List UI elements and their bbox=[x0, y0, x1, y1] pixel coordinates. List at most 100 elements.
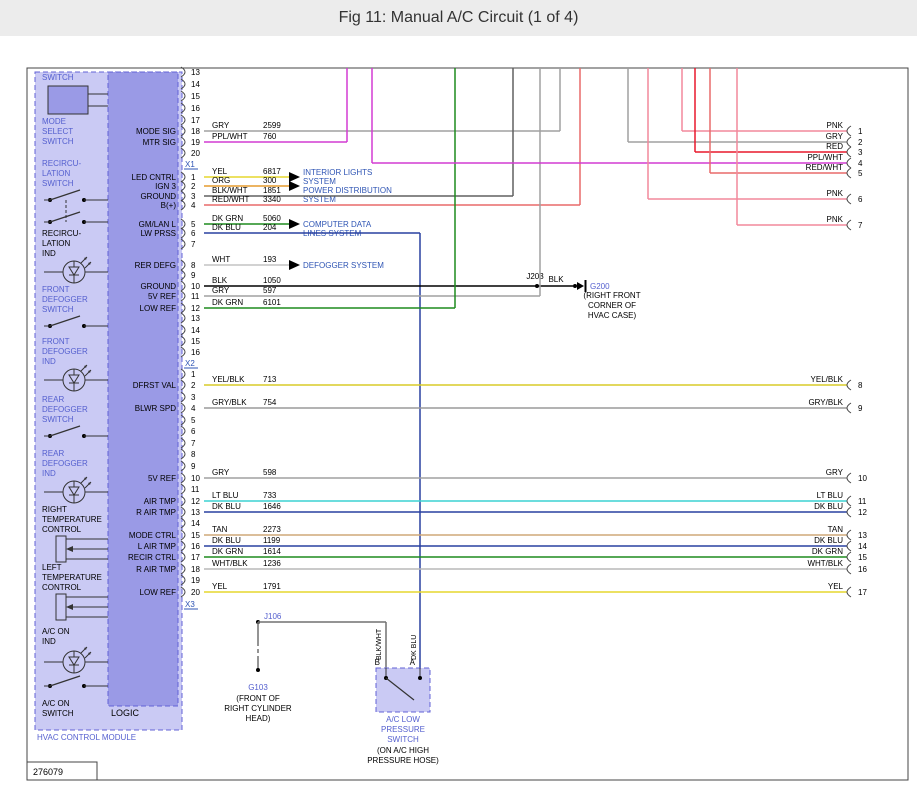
pin-connector-icon bbox=[180, 125, 186, 137]
pin-number: 7 bbox=[191, 439, 196, 448]
pin-number: 12 bbox=[191, 497, 200, 506]
right-wire-label: TAN bbox=[828, 525, 844, 534]
module-pin-label: GROUND bbox=[140, 282, 176, 291]
pin-number: 19 bbox=[191, 138, 200, 147]
right-pin-number: 8 bbox=[858, 381, 863, 390]
pin-connector-icon bbox=[180, 136, 186, 148]
module-pin-label: RECIR CTRL bbox=[128, 553, 177, 562]
component-label: DEFOGGER bbox=[42, 459, 88, 468]
figure-title-bar: Fig 11: Manual A/C Circuit (1 of 4) bbox=[0, 0, 917, 36]
figure-title: Fig 11: Manual A/C Circuit (1 of 4) bbox=[338, 9, 579, 26]
pin-connector-icon bbox=[180, 368, 186, 380]
pin-number: 15 bbox=[191, 92, 200, 101]
component-label: RECIRCU- bbox=[42, 159, 81, 168]
component-label: TEMPERATURE bbox=[42, 515, 102, 524]
pin-connector-icon bbox=[846, 495, 852, 507]
pin-connector-icon bbox=[846, 563, 852, 575]
wire-circuit-number: 1199 bbox=[263, 536, 281, 545]
right-pin-number: 1 bbox=[858, 127, 863, 136]
pressure-switch-name: SWITCH bbox=[387, 735, 419, 744]
pin-connector-icon bbox=[180, 551, 186, 563]
wire-circuit-number: 5060 bbox=[263, 214, 281, 223]
system-reference-label: SYSTEM bbox=[303, 177, 336, 186]
ground-symbol-icon bbox=[577, 282, 584, 290]
pressure-switch-name: A/C LOW bbox=[386, 715, 420, 724]
pin-connector-icon bbox=[180, 540, 186, 552]
wire-circuit-number: 2273 bbox=[263, 525, 281, 534]
right-pin-number: 16 bbox=[858, 565, 867, 574]
right-wire-label: DK GRN bbox=[812, 547, 843, 556]
component-label: LATION bbox=[42, 169, 71, 178]
pin-connector-icon bbox=[180, 238, 186, 250]
logic-label: LOGIC bbox=[111, 708, 140, 718]
wire-color-label: BLK bbox=[548, 275, 564, 284]
component-label: LEFT bbox=[42, 563, 62, 572]
pin-number: 14 bbox=[191, 326, 200, 335]
system-reference-label: INTERIOR LIGHTS bbox=[303, 168, 372, 177]
module-pin-label: BLWR SPD bbox=[135, 404, 176, 413]
pin-number: 18 bbox=[191, 127, 200, 136]
pin-connector-icon bbox=[180, 102, 186, 114]
right-wire-label: DK BLU bbox=[814, 536, 843, 545]
wire-circuit-number: 1791 bbox=[263, 582, 281, 591]
module-pin-label: LW PRSS bbox=[141, 229, 176, 238]
switch-pin-letter: A bbox=[410, 658, 416, 667]
pin-connector-icon bbox=[846, 551, 852, 563]
pin-connector-icon bbox=[180, 218, 186, 230]
component-label: DEFOGGER bbox=[42, 295, 88, 304]
module-pin-label: 5V REF bbox=[148, 474, 176, 483]
module-pin-label: DFRST VAL bbox=[133, 381, 177, 390]
pin-number: 19 bbox=[191, 576, 200, 585]
switch-blade bbox=[49, 189, 81, 201]
pin-number: 3 bbox=[191, 393, 196, 402]
wire-color-label: YEL bbox=[212, 167, 228, 176]
component-label: FRONT bbox=[42, 337, 70, 346]
module-pin-label: MODE SIG bbox=[136, 127, 176, 136]
pin-connector-icon bbox=[180, 280, 186, 292]
junction-dot bbox=[573, 284, 577, 288]
pin-number: 8 bbox=[191, 261, 196, 270]
module-name: HVAC CONTROL MODULE bbox=[37, 733, 136, 742]
pin-number: 14 bbox=[191, 519, 200, 528]
junction-label: J106 bbox=[264, 612, 282, 621]
system-reference-label: COMPUTER DATA bbox=[303, 220, 372, 229]
pin-number: 8 bbox=[191, 450, 196, 459]
pin-connector-icon bbox=[180, 586, 186, 598]
right-pin-number: 3 bbox=[858, 148, 863, 157]
component-label: CONTROL bbox=[42, 583, 82, 592]
pressure-switch-name: PRESSURE bbox=[381, 725, 425, 734]
pin-connector-icon bbox=[180, 147, 186, 159]
ground-location: (FRONT OF bbox=[236, 694, 280, 703]
component-label: SWITCH bbox=[42, 305, 74, 314]
system-arrow-icon bbox=[289, 172, 300, 182]
wire-color-label: BLK/WHT bbox=[376, 628, 383, 660]
pin-connector-icon bbox=[846, 402, 852, 414]
wire-circuit-number: 760 bbox=[263, 132, 277, 141]
right-pin-number: 15 bbox=[858, 553, 867, 562]
pin-connector-icon bbox=[846, 193, 852, 205]
right-wire-label: WHT/BLK bbox=[807, 559, 843, 568]
led-ray-arrowhead bbox=[84, 257, 87, 260]
wire-color-label: BLK/WHT bbox=[212, 186, 248, 195]
pin-number: 5 bbox=[191, 220, 196, 229]
component-label: IND bbox=[42, 637, 56, 646]
wire-circuit-number: 1614 bbox=[263, 547, 281, 556]
pin-connector-icon bbox=[180, 437, 186, 449]
led-ray-arrowhead bbox=[88, 262, 91, 265]
pin-connector-icon bbox=[180, 563, 186, 575]
pin-connector-icon bbox=[846, 146, 852, 158]
right-pin-number: 14 bbox=[858, 542, 867, 551]
pin-connector-icon bbox=[180, 483, 186, 495]
module-pin-label: RER DEFG bbox=[135, 261, 176, 270]
ground-name: G200 bbox=[590, 282, 610, 291]
pressure-switch-location: PRESSURE HOSE) bbox=[367, 756, 439, 765]
component-label: DEFOGGER bbox=[42, 405, 88, 414]
pin-number: 4 bbox=[191, 404, 196, 413]
pin-connector-icon bbox=[180, 269, 186, 281]
module-pin-label: AIR TMP bbox=[144, 497, 176, 506]
wire-color-label: DK GRN bbox=[212, 214, 243, 223]
component-label: SELECT bbox=[42, 127, 73, 136]
pin-number: 4 bbox=[191, 201, 196, 210]
pin-connector-icon bbox=[180, 171, 186, 183]
